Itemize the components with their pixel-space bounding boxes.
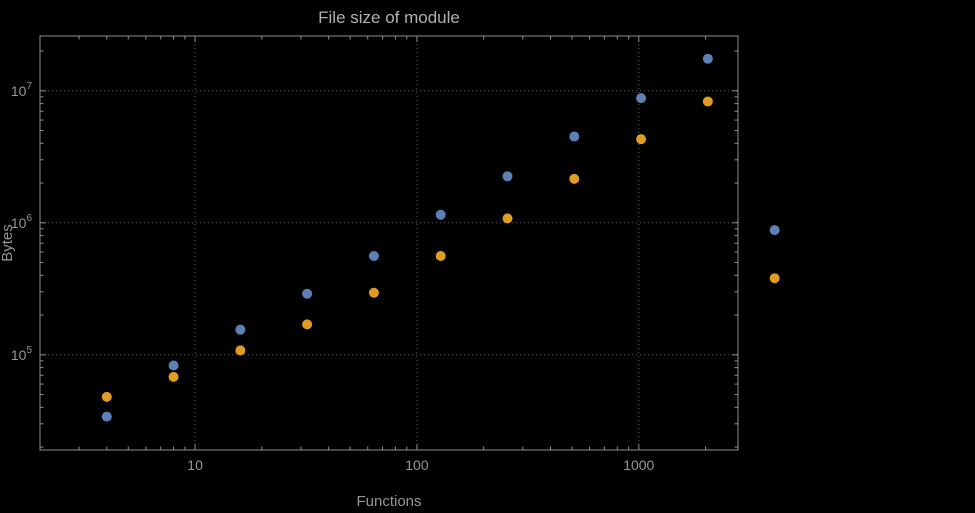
data-point	[502, 213, 513, 224]
data-point	[101, 411, 112, 422]
chart-title: File size of module	[318, 8, 460, 27]
y-tick-label: 105	[11, 345, 33, 363]
gridlines	[40, 36, 738, 450]
y-tick-labels: 105 106 107	[11, 81, 33, 363]
series-1-blue-points	[101, 53, 780, 422]
data-point	[569, 131, 580, 142]
series-2-orange-points	[101, 96, 780, 402]
data-point	[569, 173, 580, 184]
x-tick-labels: 10 100 1000	[187, 457, 654, 473]
data-point	[702, 53, 713, 64]
y-axis-label: Bytes	[0, 224, 16, 262]
data-point	[502, 171, 513, 182]
x-tick-label: 100	[405, 457, 429, 473]
data-point	[235, 324, 246, 335]
y-tick-label: 106	[11, 213, 33, 231]
data-point	[302, 288, 313, 299]
plot-layers: 10 100 1000 105 106 107	[11, 35, 780, 473]
x-tick-label: 10	[187, 457, 203, 473]
data-point	[168, 360, 179, 371]
data-point	[435, 251, 446, 262]
data-point	[702, 96, 713, 107]
data-point	[101, 391, 112, 402]
data-point	[168, 371, 179, 382]
x-tick-label: 1000	[623, 457, 654, 473]
data-point	[435, 209, 446, 220]
data-point	[302, 319, 313, 330]
data-point	[235, 345, 246, 356]
data-point	[636, 134, 647, 145]
data-point	[368, 287, 379, 298]
data-point	[769, 273, 780, 284]
data-point	[368, 251, 379, 262]
data-point	[769, 225, 780, 236]
plot-frame	[39, 35, 739, 451]
data-point	[636, 93, 647, 104]
y-tick-label: 107	[11, 81, 33, 99]
x-axis-label: Functions	[356, 493, 421, 510]
tick-marks	[39, 36, 738, 450]
